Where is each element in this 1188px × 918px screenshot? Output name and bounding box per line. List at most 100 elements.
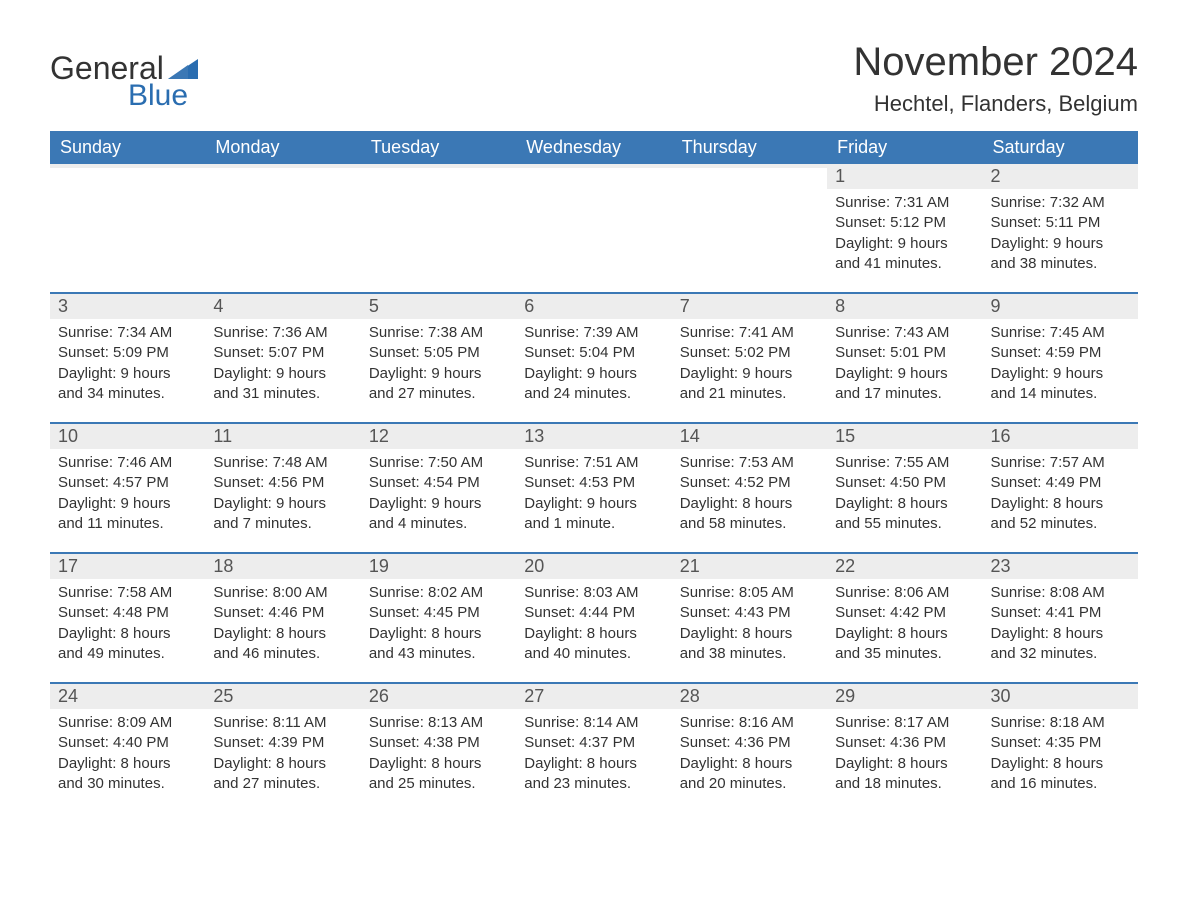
daylight-line-2: and 24 minutes. xyxy=(524,384,663,404)
sunrise-line: Sunrise: 7:45 AM xyxy=(991,323,1130,343)
day-number: 26 xyxy=(369,686,389,706)
sunrise-line: Sunrise: 8:00 AM xyxy=(213,583,352,603)
cell-body: Sunrise: 8:05 AMSunset: 4:43 PMDaylight:… xyxy=(672,579,827,670)
day-cell: 26Sunrise: 8:13 AMSunset: 4:38 PMDayligh… xyxy=(361,684,516,812)
daynum-bar: 27 xyxy=(516,684,671,709)
day-cell: 2Sunrise: 7:32 AMSunset: 5:11 PMDaylight… xyxy=(983,164,1138,292)
sunrise-line: Sunrise: 7:31 AM xyxy=(835,193,974,213)
sunrise-line: Sunrise: 7:36 AM xyxy=(213,323,352,343)
cell-body: Sunrise: 8:09 AMSunset: 4:40 PMDaylight:… xyxy=(50,709,205,800)
cell-body: Sunrise: 7:38 AMSunset: 5:05 PMDaylight:… xyxy=(361,319,516,410)
daynum-bar: 23 xyxy=(983,554,1138,579)
day-number: 29 xyxy=(835,686,855,706)
daynum-bar: 11 xyxy=(205,424,360,449)
daylight-line-1: Daylight: 8 hours xyxy=(213,754,352,774)
empty-cell xyxy=(205,164,360,292)
daylight-line-2: and 34 minutes. xyxy=(58,384,197,404)
day-number: 21 xyxy=(680,556,700,576)
daylight-line-2: and 27 minutes. xyxy=(369,384,508,404)
daylight-line-1: Daylight: 9 hours xyxy=(58,364,197,384)
day-number: 10 xyxy=(58,426,78,446)
day-cell: 27Sunrise: 8:14 AMSunset: 4:37 PMDayligh… xyxy=(516,684,671,812)
day-header: Thursday xyxy=(672,131,827,164)
daynum-bar: 8 xyxy=(827,294,982,319)
sunrise-line: Sunrise: 7:53 AM xyxy=(680,453,819,473)
daynum-bar: 14 xyxy=(672,424,827,449)
day-number: 8 xyxy=(835,296,845,316)
sunrise-line: Sunrise: 7:51 AM xyxy=(524,453,663,473)
day-cell: 8Sunrise: 7:43 AMSunset: 5:01 PMDaylight… xyxy=(827,294,982,422)
day-number: 5 xyxy=(369,296,379,316)
daylight-line-2: and 40 minutes. xyxy=(524,644,663,664)
cell-body: Sunrise: 7:48 AMSunset: 4:56 PMDaylight:… xyxy=(205,449,360,540)
daylight-line-1: Daylight: 9 hours xyxy=(369,494,508,514)
day-number: 20 xyxy=(524,556,544,576)
daynum-bar: 15 xyxy=(827,424,982,449)
day-number: 18 xyxy=(213,556,233,576)
day-header-row: SundayMondayTuesdayWednesdayThursdayFrid… xyxy=(50,131,1138,164)
sunrise-line: Sunrise: 8:17 AM xyxy=(835,713,974,733)
day-cell: 13Sunrise: 7:51 AMSunset: 4:53 PMDayligh… xyxy=(516,424,671,552)
cell-body: Sunrise: 7:51 AMSunset: 4:53 PMDaylight:… xyxy=(516,449,671,540)
daylight-line-1: Daylight: 8 hours xyxy=(835,624,974,644)
day-header: Sunday xyxy=(50,131,205,164)
day-cell: 21 Sunrise: 8:05 AMSunset: 4:43 PMDayligh… xyxy=(672,554,827,682)
daylight-line-1: Daylight: 8 hours xyxy=(991,754,1130,774)
daylight-line-2: and 23 minutes. xyxy=(524,774,663,794)
sunrise-line: Sunrise: 8:03 AM xyxy=(524,583,663,603)
sunset-line: Sunset: 4:53 PM xyxy=(524,473,663,493)
sunrise-line: Sunrise: 7:43 AM xyxy=(835,323,974,343)
daynum-bar xyxy=(205,164,360,168)
month-title: November 2024 xyxy=(853,40,1138,85)
day-cell: 29Sunrise: 8:17 AMSunset: 4:36 PMDayligh… xyxy=(827,684,982,812)
daylight-line-2: and 25 minutes. xyxy=(369,774,508,794)
sunset-line: Sunset: 4:56 PM xyxy=(213,473,352,493)
daynum-bar: 26 xyxy=(361,684,516,709)
sunset-line: Sunset: 4:50 PM xyxy=(835,473,974,493)
cell-body: Sunrise: 8:14 AMSunset: 4:37 PMDaylight:… xyxy=(516,709,671,800)
sunrise-line: Sunrise: 8:14 AM xyxy=(524,713,663,733)
sunset-line: Sunset: 4:41 PM xyxy=(991,603,1130,623)
day-cell: 22Sunrise: 8:06 AMSunset: 4:42 PMDayligh… xyxy=(827,554,982,682)
daylight-line-1: Daylight: 9 hours xyxy=(213,494,352,514)
sunrise-line: Sunrise: 8:08 AM xyxy=(991,583,1130,603)
sunrise-line: Sunrise: 7:50 AM xyxy=(369,453,508,473)
week-row: 24 Sunrise: 8:09 AMSunset: 4:40 PMDayligh… xyxy=(50,682,1138,812)
daylight-line-1: Daylight: 9 hours xyxy=(369,364,508,384)
cell-body: Sunrise: 8:11 AMSunset: 4:39 PMDaylight:… xyxy=(205,709,360,800)
cell-body: Sunrise: 7:31 AMSunset: 5:12 PMDaylight:… xyxy=(827,189,982,280)
daylight-line-1: Daylight: 8 hours xyxy=(680,754,819,774)
daylight-line-2: and 16 minutes. xyxy=(991,774,1130,794)
sunrise-line: Sunrise: 8:13 AM xyxy=(369,713,508,733)
day-cell: 12Sunrise: 7:50 AMSunset: 4:54 PMDayligh… xyxy=(361,424,516,552)
sunset-line: Sunset: 4:49 PM xyxy=(991,473,1130,493)
cell-body: Sunrise: 8:16 AMSunset: 4:36 PMDaylight:… xyxy=(672,709,827,800)
sunset-line: Sunset: 4:45 PM xyxy=(369,603,508,623)
day-cell: 14Sunrise: 7:53 AMSunset: 4:52 PMDayligh… xyxy=(672,424,827,552)
daynum-bar: 18 xyxy=(205,554,360,579)
sunrise-line: Sunrise: 8:16 AM xyxy=(680,713,819,733)
daylight-line-2: and 17 minutes. xyxy=(835,384,974,404)
daylight-line-1: Daylight: 9 hours xyxy=(835,234,974,254)
day-number: 15 xyxy=(835,426,855,446)
daylight-line-1: Daylight: 8 hours xyxy=(213,624,352,644)
day-header: Monday xyxy=(205,131,360,164)
day-number: 19 xyxy=(369,556,389,576)
week-row: 1Sunrise: 7:31 AMSunset: 5:12 PMDaylight… xyxy=(50,164,1138,292)
sunrise-line: Sunrise: 7:46 AM xyxy=(58,453,197,473)
day-number: 6 xyxy=(524,296,534,316)
daylight-line-2: and 18 minutes. xyxy=(835,774,974,794)
cell-body: Sunrise: 7:32 AMSunset: 5:11 PMDaylight:… xyxy=(983,189,1138,280)
day-number: 24 xyxy=(58,686,78,706)
daylight-line-1: Daylight: 8 hours xyxy=(524,624,663,644)
day-number: 25 xyxy=(213,686,233,706)
day-cell: 7Sunrise: 7:41 AMSunset: 5:02 PMDaylight… xyxy=(672,294,827,422)
daynum-bar: 29 xyxy=(827,684,982,709)
day-cell: 18Sunrise: 8:00 AMSunset: 4:46 PMDayligh… xyxy=(205,554,360,682)
daylight-line-2: and 11 minutes. xyxy=(58,514,197,534)
cell-body: Sunrise: 7:46 AMSunset: 4:57 PMDaylight:… xyxy=(50,449,205,540)
daylight-line-1: Daylight: 8 hours xyxy=(369,754,508,774)
daynum-bar xyxy=(361,164,516,168)
daynum-bar: 9 xyxy=(983,294,1138,319)
daynum-bar: 12 xyxy=(361,424,516,449)
